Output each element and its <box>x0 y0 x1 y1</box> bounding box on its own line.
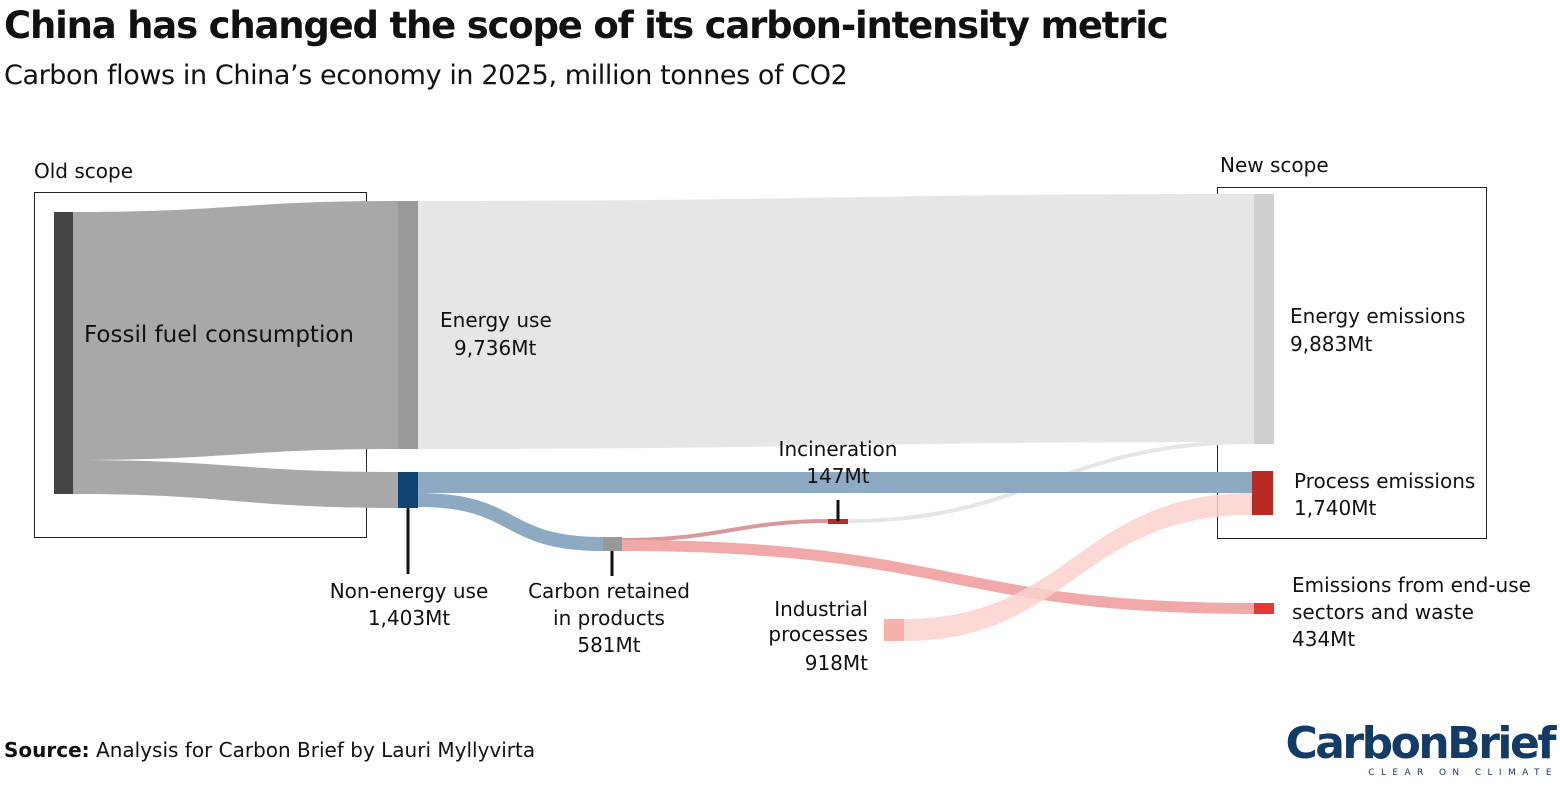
old-scope-label: Old scope <box>34 159 133 183</box>
flow-non-energy-to-retained <box>417 493 604 551</box>
node-non-energy-use <box>398 472 418 508</box>
node-carbon-retained <box>603 537 622 551</box>
node-energy-use <box>398 201 418 449</box>
node-fossil-fuel <box>54 212 73 494</box>
industrial-value: 918Mt <box>805 651 868 675</box>
flow-energy-use-to-energy-emissions <box>418 194 1254 449</box>
energy-use-value: 9,736Mt <box>454 336 537 360</box>
process-emissions-value: 1,740Mt <box>1294 496 1377 520</box>
node-industrial-processes <box>884 619 904 641</box>
logo-tagline: CLEAR ON CLIMATE <box>1368 768 1558 778</box>
end-use-label-2: sectors and waste <box>1292 600 1474 624</box>
end-use-label-1: Emissions from end-use <box>1292 573 1531 597</box>
chart-title: China has changed the scope of its carbo… <box>4 4 1169 47</box>
retained-label-1: Carbon retained <box>528 579 690 603</box>
flow-industrial-to-process <box>904 493 1252 641</box>
new-scope-label: New scope <box>1220 153 1329 177</box>
energy-use-label: Energy use <box>440 308 552 332</box>
flow-retained-to-end-use <box>621 540 1255 614</box>
node-incineration <box>828 519 848 524</box>
source-note: Source: Analysis for Carbon Brief by Lau… <box>4 738 535 762</box>
source-text: Analysis for Carbon Brief by Lauri Mylly… <box>89 738 536 762</box>
node-process-emissions <box>1252 471 1273 515</box>
non-energy-label: Non-energy use <box>330 579 489 603</box>
industrial-label-1: Industrial <box>774 597 868 621</box>
source-label: Source: <box>4 738 90 762</box>
incineration-label: Incineration <box>779 437 898 461</box>
incineration-value: 147Mt <box>806 464 869 488</box>
node-end-use-emissions <box>1254 603 1274 614</box>
logo-wordmark: CarbonBrief <box>1285 718 1556 769</box>
flow-fossil-to-energy-use <box>73 201 398 460</box>
energy-emissions-label: Energy emissions <box>1290 304 1465 328</box>
energy-emissions-value: 9,883Mt <box>1290 332 1373 356</box>
fossil-fuel-label: Fossil fuel consumption <box>84 322 354 348</box>
flow-retained-to-incineration <box>621 519 829 542</box>
chart-subtitle: Carbon flows in China’s economy in 2025,… <box>4 60 848 91</box>
carbon-brief-logo: CarbonBrief CLEAR ON CLIMATE <box>1285 718 1556 779</box>
end-use-value: 434Mt <box>1292 627 1355 651</box>
node-energy-emissions <box>1254 194 1274 444</box>
non-energy-value: 1,403Mt <box>368 606 451 630</box>
industrial-label-2: processes <box>768 622 868 646</box>
process-emissions-label: Process emissions <box>1294 469 1475 493</box>
flow-non-energy-to-process <box>418 472 1252 493</box>
retained-label-2: in products <box>553 606 665 630</box>
flow-fossil-to-non-energy <box>73 460 398 508</box>
retained-value: 581Mt <box>577 633 640 657</box>
